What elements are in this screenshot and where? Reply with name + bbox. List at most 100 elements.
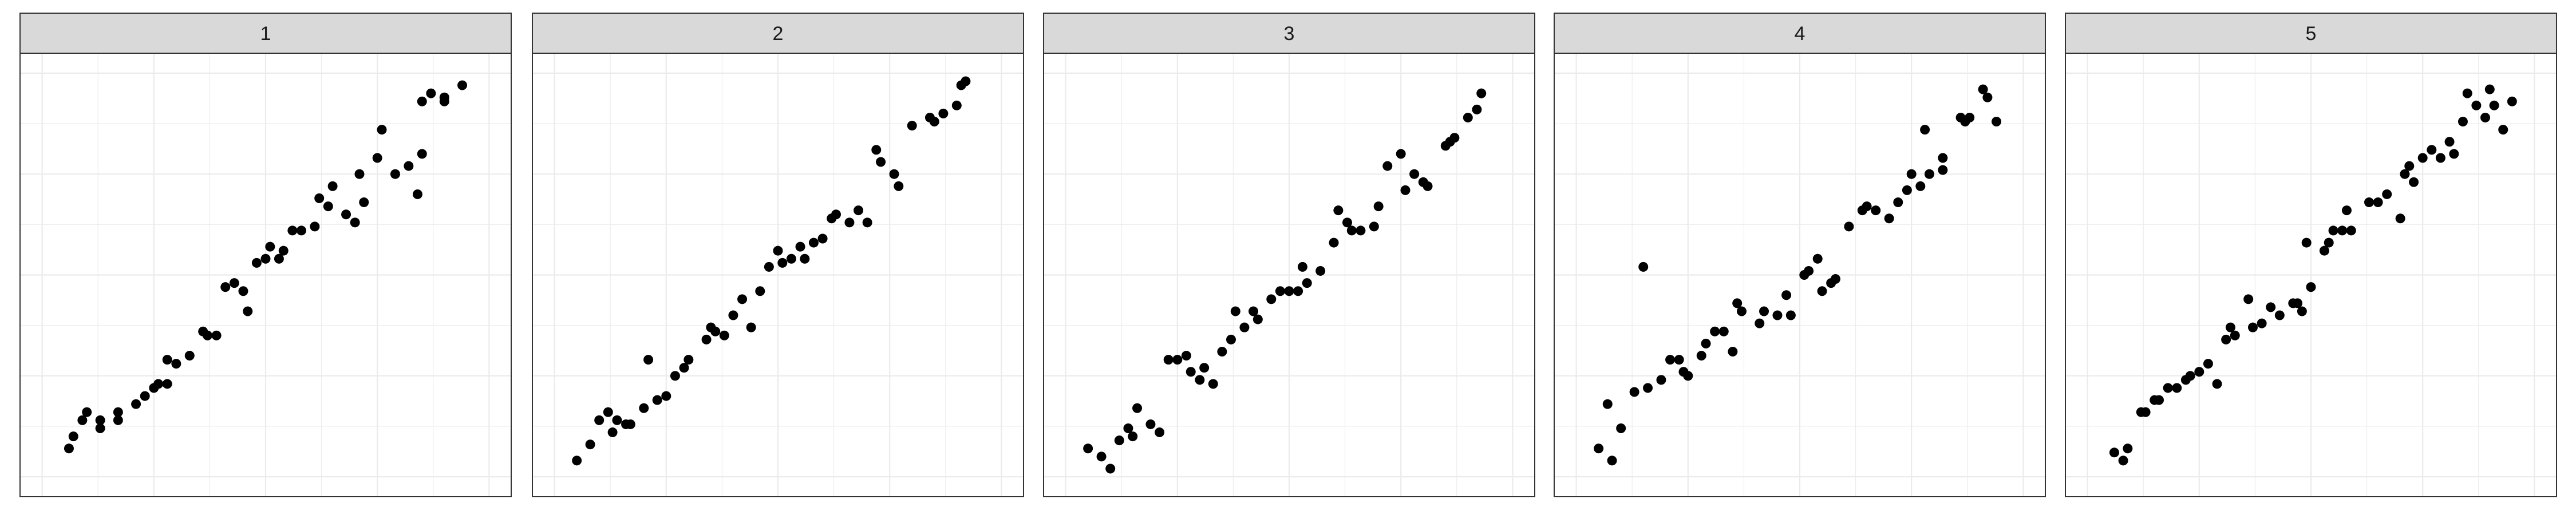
data-point [2373,197,2383,208]
data-point [1449,133,1460,143]
panel-border [1554,53,2046,497]
data-point [243,306,253,316]
data-point [327,181,338,191]
data-point [229,278,239,288]
data-point [1755,318,1765,328]
data-point [1893,197,1903,208]
data-point [800,253,810,264]
data-point [1186,367,1196,377]
data-point [844,217,855,228]
data-point [1656,375,1666,385]
data-point [2297,306,2307,316]
data-point [2462,88,2472,98]
data-point [2484,84,2495,94]
data-point [1607,455,1617,466]
data-point [372,153,382,163]
data-point [1128,431,1138,442]
data-point [1781,290,1792,300]
facet-strip-4 [1554,13,2046,54]
data-point [354,169,365,179]
data-point [1772,310,1783,320]
data-point [1476,88,1487,98]
data-point [1145,419,1156,429]
data-point [1249,306,1259,316]
facet-strip-label: 3 [1284,23,1295,45]
data-point [2306,282,2316,292]
data-point [1965,112,1975,122]
data-point [755,286,765,296]
data-point [1400,185,1411,195]
data-point [2400,169,2410,179]
data-point [1902,185,1912,195]
data-point [314,193,325,204]
data-point [1602,399,1613,409]
data-point [889,169,899,179]
data-point [64,443,74,454]
data-point [1373,201,1384,212]
data-point [2449,149,2459,159]
data-point [238,286,248,296]
data-point [1382,161,1393,171]
data-point [639,403,649,413]
data-point [777,258,788,268]
data-point [2489,100,2499,110]
data-point [1333,205,1344,216]
data-point [643,355,654,365]
panel-border [1043,53,1535,497]
data-point [1862,201,1872,212]
data-point [831,209,841,220]
data-point [1643,383,1653,393]
data-point [764,262,774,272]
data-point [2341,205,2352,216]
data-point [2328,225,2338,236]
data-point [2409,177,2419,187]
data-point [1830,274,1840,284]
data-point [2480,112,2491,122]
data-point [426,88,436,98]
data-point [786,253,796,264]
data-point [607,427,618,438]
facet-panel-1: 1 [19,13,512,497]
data-point [1728,346,1738,356]
data-point [2203,359,2213,369]
data-point [1172,355,1183,365]
data-point [2364,197,2374,208]
data-point [1297,262,1307,272]
data-point [951,100,962,110]
data-point [260,253,271,264]
data-point [2417,153,2428,163]
data-point [1423,181,1433,191]
data-point [184,351,195,361]
data-point [1629,387,1639,397]
data-point [1683,371,1693,381]
data-point [1181,351,1191,361]
data-point [1342,217,1353,228]
data-point [2346,225,2356,236]
data-point [1674,355,1684,365]
data-point [287,225,298,236]
data-point [1239,322,1250,332]
facet-panel-4: 4 [1554,13,2046,497]
data-point [2395,213,2405,224]
data-point [1594,443,1604,454]
data-point [938,108,949,118]
data-point [417,96,427,106]
facet-strip-label: 5 [2306,23,2317,45]
data-point [1472,104,1482,114]
data-point [1924,169,1934,179]
data-point [1105,464,1116,474]
data-point [1978,84,1988,94]
data-point [1616,423,1626,433]
data-point [2404,161,2415,171]
data-point [1195,375,1205,385]
data-point [1396,149,1406,159]
facet-panel-5: 5 [2065,13,2557,497]
data-point [2444,137,2455,147]
data-point [817,233,828,244]
facet-strip-2 [532,13,1024,54]
data-point [1759,306,1769,316]
data-point [1463,112,1473,122]
data-point [1732,298,1743,308]
data-point [296,225,306,236]
data-point [876,157,886,167]
